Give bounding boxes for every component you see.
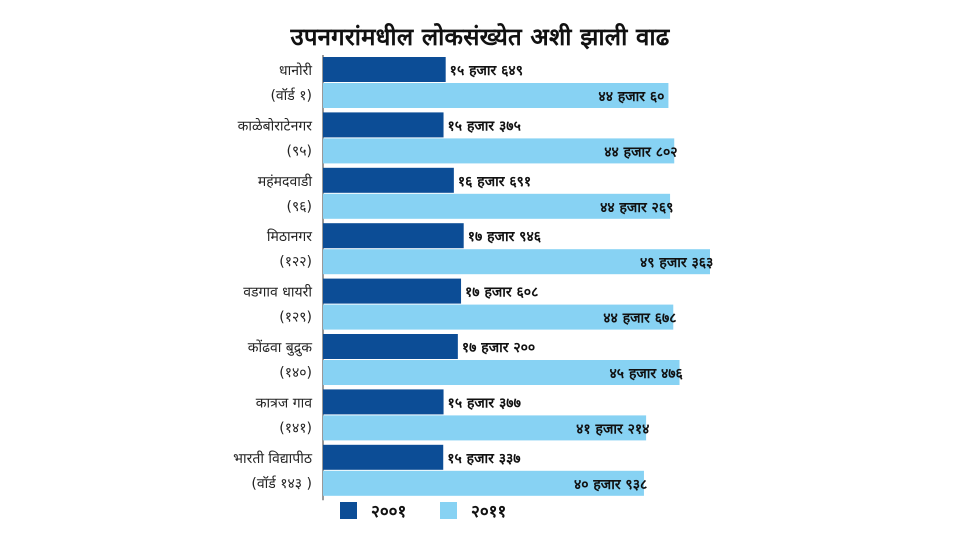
category-label: कोंढवा बुद्रुक xyxy=(248,339,313,356)
data-label: १५ हजार ३७७ xyxy=(448,395,521,411)
legend-label: २००१ xyxy=(371,502,406,522)
data-label: ४४ हजार २६९ xyxy=(600,200,673,216)
bar-2001 xyxy=(323,334,458,359)
bar-2011 xyxy=(323,83,669,108)
data-label: ४४ हजार ६० xyxy=(598,89,664,105)
bar-2001 xyxy=(323,223,464,249)
category-label: वडगाव धायरी xyxy=(243,284,312,301)
category-label: (१२९) xyxy=(279,310,312,326)
bar-2011 xyxy=(323,138,675,164)
bar-2001 xyxy=(323,112,444,138)
data-label: ४५ हजार ४७६ xyxy=(610,366,684,382)
category-label: (९५) xyxy=(287,143,312,159)
category-label: (वॉर्ड १४३ ) xyxy=(251,475,312,492)
data-label: ४१ हजार २१४ xyxy=(576,421,649,437)
data-label: ४९ हजार ३६३ xyxy=(640,255,713,271)
bar-2011 xyxy=(323,470,644,496)
data-label: ४४ हजार ६७८ xyxy=(603,311,676,327)
category-label: (९६) xyxy=(287,199,312,215)
bar-2001 xyxy=(323,57,446,82)
category-label: भारती विद्यापीठ xyxy=(233,450,313,467)
bar-2001 xyxy=(323,444,444,470)
category-label: महंमदवाडी xyxy=(258,173,313,190)
data-label: १५ हजार ३७५ xyxy=(448,118,521,134)
legend-label: २०११ xyxy=(471,502,506,522)
bar-2011 xyxy=(323,415,647,441)
category-label: (वॉर्ड १) xyxy=(270,87,312,104)
data-label: १७ हजार २०० xyxy=(462,340,535,356)
bar-2001 xyxy=(323,278,462,304)
chart-title: उपनगरांमधील लोकसंख्येत अशी झाली वाढ xyxy=(290,23,670,51)
legend-swatch xyxy=(340,502,357,519)
bar-2011 xyxy=(323,304,674,330)
category-label: काळेबोराटेनगर xyxy=(238,117,313,134)
data-label: १५ हजार ६४९ xyxy=(450,63,523,79)
data-label: १६ हजार ६९१ xyxy=(458,174,531,190)
data-label: ४० हजार ९३८ xyxy=(574,477,647,493)
bar-2011 xyxy=(323,193,671,219)
category-label: कात्रज गाव xyxy=(256,395,312,411)
data-label: १५ हजार ३३७ xyxy=(447,451,520,467)
bar-2001 xyxy=(323,389,444,415)
data-label: ४४ हजार ८०२ xyxy=(604,144,677,160)
category-label: (१२२) xyxy=(279,254,312,270)
data-label: १७ हजार ९४६ xyxy=(468,229,542,245)
bar-2011 xyxy=(323,360,680,385)
category-label: (१४०) xyxy=(279,365,312,381)
category-label: धानोरी xyxy=(279,62,312,79)
bar-2011 xyxy=(323,249,710,275)
bar-2001 xyxy=(323,167,454,193)
legend-swatch xyxy=(440,502,457,519)
category-label: (१४१) xyxy=(279,420,312,436)
category-label: मिठानगर xyxy=(267,228,312,245)
data-label: १७ हजार ६०८ xyxy=(465,285,538,301)
